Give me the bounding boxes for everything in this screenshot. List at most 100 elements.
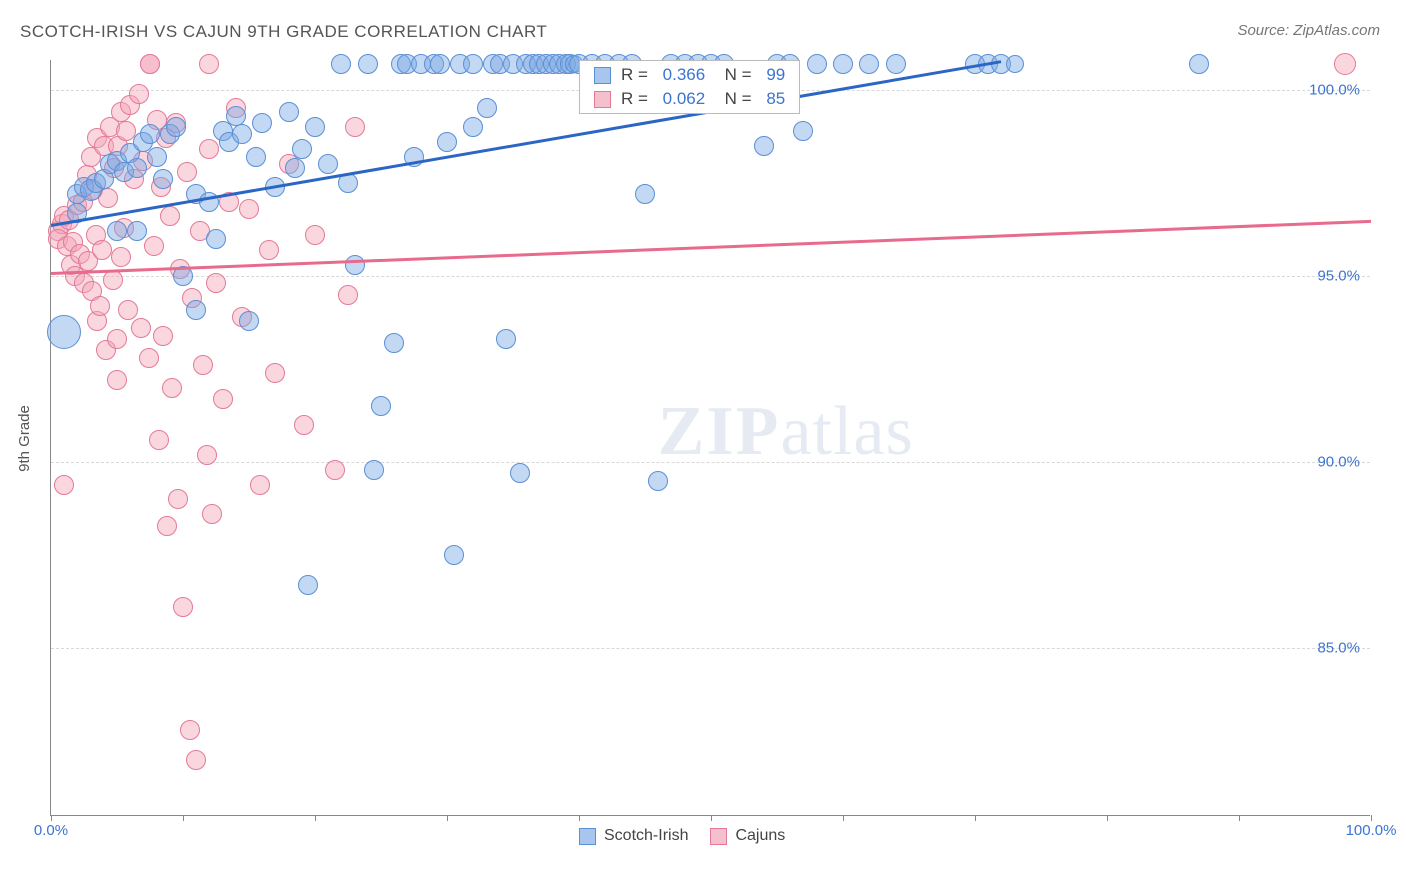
scotch-point — [226, 106, 246, 126]
scotch-point — [285, 158, 305, 178]
cajun-point — [180, 720, 200, 740]
x-tick — [1239, 815, 1240, 821]
cajun-point — [54, 475, 74, 495]
scotch-point — [358, 54, 378, 74]
cajun-point — [90, 296, 110, 316]
cajun-point — [173, 597, 193, 617]
cajun-point — [107, 329, 127, 349]
scotch-point — [648, 471, 668, 491]
source-label: Source: ZipAtlas.com — [1237, 22, 1380, 39]
scotch-point — [384, 333, 404, 353]
n-label: N = — [715, 65, 756, 85]
watermark-rest: atlas — [780, 393, 913, 470]
cajun-point — [107, 370, 127, 390]
stats-row: R = 0.062 N = 85 — [580, 87, 799, 111]
cajun-point — [199, 54, 219, 74]
scotch-point — [1006, 55, 1024, 73]
legend-label: Scotch-Irish — [604, 827, 688, 845]
scotch-point — [292, 139, 312, 159]
cajun-point — [140, 54, 160, 74]
cajun-point — [338, 285, 358, 305]
legend-swatch — [594, 67, 611, 84]
x-tick — [447, 815, 448, 821]
y-axis-label-wrap: 9th Grade — [12, 60, 36, 816]
scotch-point — [166, 117, 186, 137]
scotch-point — [859, 54, 879, 74]
scotch-point — [886, 54, 906, 74]
cajun-point — [239, 199, 259, 219]
scotch-point — [246, 147, 266, 167]
cajun-point — [144, 236, 164, 256]
cajun-point — [129, 84, 149, 104]
n-value: 85 — [766, 89, 785, 109]
scotch-point — [318, 154, 338, 174]
cajun-point — [153, 326, 173, 346]
cajun-point — [345, 117, 365, 137]
cajun-point — [162, 378, 182, 398]
trendline-scotch-irish — [51, 60, 1002, 226]
x-tick-label: 100.0% — [1346, 822, 1397, 839]
cajun-point — [193, 355, 213, 375]
scotch-point — [463, 117, 483, 137]
watermark: ZIPatlas — [658, 392, 914, 472]
scotch-point — [463, 54, 483, 74]
scotch-point — [186, 300, 206, 320]
legend-item: Scotch-Irish — [579, 827, 688, 845]
cajun-point — [149, 430, 169, 450]
y-axis-label: 9th Grade — [16, 405, 33, 472]
scotch-point — [107, 221, 127, 241]
cajun-point — [265, 363, 285, 383]
y-tick-label: 100.0% — [1309, 81, 1360, 98]
scotch-point — [232, 124, 252, 144]
series-legend: Scotch-Irish Cajuns — [579, 827, 785, 845]
grid-line — [51, 648, 1370, 649]
scotch-point — [364, 460, 384, 480]
scotch-point — [635, 184, 655, 204]
scotch-point — [793, 121, 813, 141]
x-tick — [315, 815, 316, 821]
y-tick-label: 85.0% — [1317, 640, 1360, 657]
scotch-point — [147, 147, 167, 167]
cajun-point — [250, 475, 270, 495]
chart-title: SCOTCH-IRISH VS CAJUN 9TH GRADE CORRELAT… — [20, 22, 547, 42]
cajun-point — [168, 489, 188, 509]
scotch-point — [305, 117, 325, 137]
cajun-point — [111, 247, 131, 267]
scotch-point — [331, 54, 351, 74]
scotch-point — [298, 575, 318, 595]
grid-line — [51, 276, 1370, 277]
legend-swatch — [594, 91, 611, 108]
x-tick — [843, 815, 844, 821]
cajun-point — [1334, 53, 1356, 75]
scotch-point — [430, 54, 450, 74]
x-tick — [183, 815, 184, 821]
scotch-point — [437, 132, 457, 152]
scotch-point — [127, 221, 147, 241]
r-label: R = — [621, 89, 653, 109]
cajun-point — [197, 445, 217, 465]
scotch-point — [239, 311, 259, 331]
legend-item: Cajuns — [710, 827, 785, 845]
grid-line — [51, 462, 1370, 463]
scotch-point — [279, 102, 299, 122]
x-tick — [711, 815, 712, 821]
cajun-point — [294, 415, 314, 435]
trendline-cajuns — [51, 220, 1371, 275]
stats-legend: R = 0.366 N = 99R = 0.062 N = 85 — [579, 60, 800, 114]
cajun-point — [92, 240, 112, 260]
r-label: R = — [621, 65, 653, 85]
scotch-point — [153, 169, 173, 189]
cajun-point — [118, 300, 138, 320]
x-tick — [975, 815, 976, 821]
scotch-point — [206, 229, 226, 249]
watermark-bold: ZIP — [658, 393, 781, 470]
cajun-point — [160, 206, 180, 226]
scotch-point — [140, 124, 160, 144]
x-tick-label: 0.0% — [34, 822, 68, 839]
legend-swatch — [710, 828, 727, 845]
cajun-point — [199, 139, 219, 159]
scotch-point — [496, 329, 516, 349]
scotch-point — [252, 113, 272, 133]
cajun-point — [103, 270, 123, 290]
r-value: 0.366 — [663, 65, 706, 85]
